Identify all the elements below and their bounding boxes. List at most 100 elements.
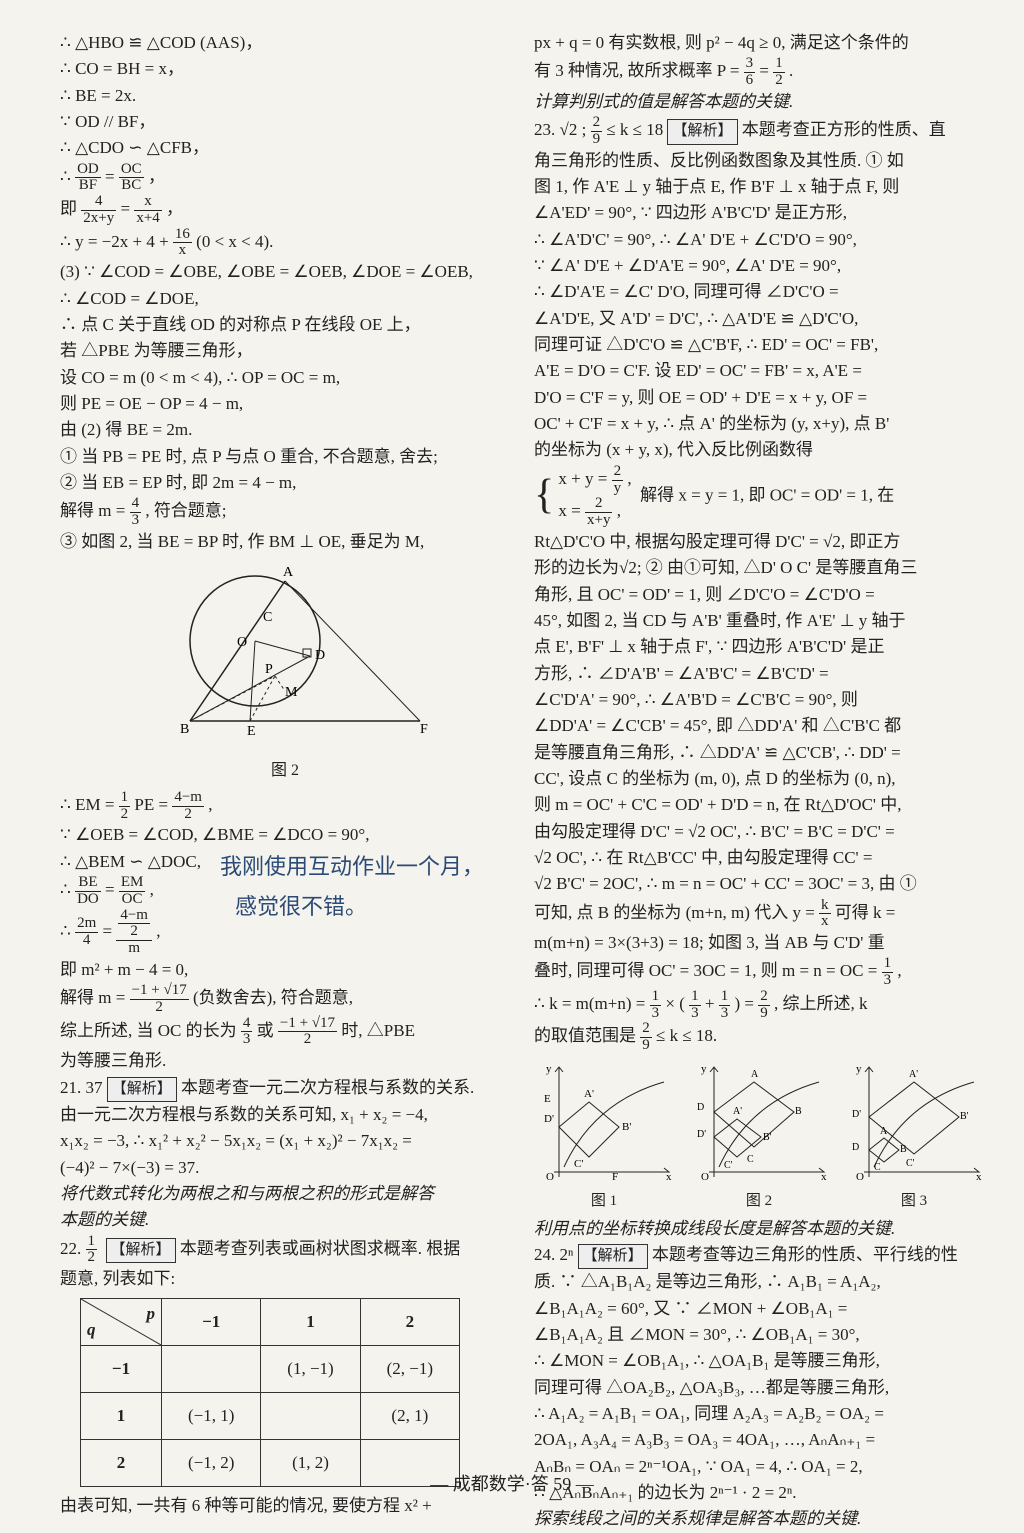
text-line: ∴ BE = 2x.	[60, 83, 510, 109]
suffix: .	[789, 62, 793, 81]
mini-svg: D'A' B'C' EF O xy	[534, 1062, 674, 1182]
fraction-line: ∴ ODBF = OCBC ，	[60, 162, 510, 195]
problem-23-head: 23. √2 ; 29 ≤ k ≤ 18 【解析】 本题考查正方形的性质、直	[534, 115, 984, 148]
fraction-line: 有 3 种情况, 故所求概率 P = 36 = 12 .	[534, 56, 984, 89]
figure-2-diagram: A C O D P M B E F	[135, 561, 435, 761]
table-row: 2 (−1, 2) (1, 2)	[81, 1440, 460, 1487]
table-header: 1	[261, 1299, 360, 1346]
svg-text:M: M	[285, 685, 298, 700]
suffix: ,	[150, 880, 154, 899]
mid: +	[705, 994, 715, 1013]
text-line: x₁x₂ = −3, ∴ x₁² + x₂² − 5x₁x₂ = (x₁ + x…	[60, 1128, 510, 1154]
fraction: 13	[650, 989, 662, 1022]
eq: =	[120, 199, 130, 218]
fraction: 29	[640, 1021, 652, 1054]
fraction-line: ∴ k = m(m+n) = 13 × ( 13 + 13 ) = 29 , 综…	[534, 989, 984, 1022]
mid: PE =	[134, 795, 168, 814]
prefix: 解得 m =	[60, 988, 125, 1007]
text-line: CC', 设点 C 的坐标为 (m, 0), 点 D 的坐标为 (0, n),	[534, 766, 984, 792]
fraction: 42x+y	[81, 194, 116, 227]
mini-caption: 图 2	[689, 1190, 829, 1213]
svg-text:A': A'	[733, 1106, 742, 1117]
probability-table: p q −1 1 2 −1 (1, −1) (2, −1) 1 (−1, 1) …	[80, 1298, 460, 1487]
fraction: 4−m2	[172, 790, 204, 823]
fraction: 12	[773, 56, 785, 89]
key-point-line: 计算判别式的值是解答本题的关键.	[534, 89, 984, 115]
eq: =	[105, 880, 115, 899]
svg-text:C: C	[747, 1154, 754, 1165]
table-cell: (−1, 2)	[162, 1440, 261, 1487]
table-cell: (1, −1)	[261, 1346, 360, 1393]
eq: =	[103, 921, 113, 940]
text-line: ② 当 EB = EP 时, 即 2m = 4 − m,	[60, 470, 510, 496]
key-point-line: 利用点的坐标转换成线段长度是解答本题的关键.	[534, 1216, 984, 1242]
suffix: ≤ k ≤ 18.	[656, 1027, 717, 1046]
system-body: x + y = 2y , x = 2x+y ,	[558, 464, 631, 529]
svg-text:D': D'	[697, 1129, 706, 1140]
svg-text:O: O	[546, 1171, 554, 1182]
suffix: (负数舍去), 符合题意,	[193, 988, 353, 1007]
range: ≤ k ≤ 18	[606, 120, 667, 139]
mini-figure-3: D'A' B'C' DA BC O xy 图 3	[844, 1062, 984, 1214]
fraction: −1 + √172	[130, 983, 189, 1016]
svg-text:A': A'	[584, 1088, 594, 1100]
fraction: 29	[591, 115, 603, 148]
fraction: ODBF	[75, 162, 101, 195]
text-line: 若 △PBE 为等腰三角形，	[60, 338, 510, 364]
prefix: ∴ EM =	[60, 795, 114, 814]
svg-text:E: E	[544, 1093, 551, 1105]
svg-text:D: D	[852, 1142, 859, 1153]
text-line: √2 B'C' = 2OC', ∴ m = n = OC' + CC' = 3O…	[534, 871, 984, 897]
text-line: ∴ ∠MON = ∠OB₁A₁, ∴ △OA₁B₁ 是等腰三角形,	[534, 1348, 984, 1374]
text-line: 由表可知, 一共有 6 种等可能的情况, 要使方程 x² +	[60, 1493, 510, 1519]
prefix: 叠时, 同理可得 OC' = 3OC = 1, 则 m = n = OC =	[534, 962, 877, 981]
svg-text:A: A	[283, 565, 294, 580]
key-point-line: 本题的关键.	[60, 1207, 510, 1233]
prefix: 的取值范围是	[534, 1027, 636, 1046]
text-line: 的坐标为 (x + y, x), 代入反比例函数得	[534, 437, 984, 463]
table-cell	[261, 1393, 360, 1440]
circle-triangle-svg: A C O D P M B E F	[135, 561, 435, 761]
svg-text:y: y	[856, 1063, 862, 1075]
suffix: 可得 k =	[835, 903, 896, 922]
svg-text:O: O	[237, 635, 247, 650]
svg-text:y: y	[701, 1063, 707, 1075]
eq: =	[759, 62, 769, 81]
svg-text:B: B	[795, 1106, 802, 1117]
fraction: 2x+y	[585, 496, 612, 529]
svg-text:C': C'	[724, 1160, 733, 1171]
suffix: , 符合题意;	[145, 501, 226, 520]
mini-caption: 图 3	[844, 1190, 984, 1213]
text-line: ∴ CO = BH = x，	[60, 56, 510, 82]
suffix: (0 < x < 4).	[196, 232, 273, 251]
prefix: ∴	[60, 167, 71, 186]
page: ∴ △HBO ≌ △COD (AAS)， ∴ CO = BH = x， ∴ BE…	[0, 0, 1024, 1470]
text-line: ∵ ∠OEB = ∠COD, ∠BME = ∠DCO = 90°,	[60, 822, 510, 848]
table-header: 2	[360, 1299, 459, 1346]
text-line: 方形, ∴ ∠D'A'B' = ∠A'B'C' = ∠B'C'D' =	[534, 661, 984, 687]
table-row: −1 (1, −1) (2, −1)	[81, 1346, 460, 1393]
text: 本题考查列表或画树状图求概率. 根据	[180, 1239, 461, 1258]
svg-text:B: B	[900, 1144, 907, 1155]
text-line: D'O = C'F = y, 则 OE = OD' + D'E = x + y,…	[534, 385, 984, 411]
svg-text:C': C'	[574, 1158, 583, 1170]
text-line: ③ 如图 2, 当 BE = BP 时, 作 BM ⊥ OE, 垂足为 M,	[60, 529, 510, 555]
text-line: ∵ OD // BF，	[60, 109, 510, 135]
mid: × (	[665, 994, 685, 1013]
text-line: ∵ ∠A' D'E + ∠D'A'E = 90°, ∠A' D'E = 90°,	[534, 253, 984, 279]
text-line: Rt△D'C'O 中, 根据勾股定理可得 D'C' = √2, 即正方	[534, 529, 984, 555]
text-line: 角三角形的性质、反比例函数图象及其性质. ① 如	[534, 148, 984, 174]
suffix: ,	[897, 962, 901, 981]
text-line: 即 m² + m − 4 = 0,	[60, 957, 510, 983]
key-point-line: 将代数式转化为两根之和与两根之积的形式是解答	[60, 1181, 510, 1207]
svg-text:B': B'	[960, 1111, 969, 1122]
fraction: 13	[719, 989, 731, 1022]
fraction-line: ∴ y = −2x + 4 + 16x (0 < x < 4).	[60, 227, 510, 260]
table-row: 1 (−1, 1) (2, 1)	[81, 1393, 460, 1440]
fraction: kx	[819, 898, 831, 931]
equation-system: { x + y = 2y , x = 2x+y , 解得 x = y = 1, …	[534, 464, 984, 529]
text-line: 设 CO = m (0 < m < 4), ∴ OP = OC = m,	[60, 365, 510, 391]
text-line: ∠B₁A₁A₂ 且 ∠MON = 30°, ∴ ∠OB₁A₁ = 30°,	[534, 1322, 984, 1348]
mini-figure-1: D'A' B'C' EF O xy 图 1	[534, 1062, 674, 1214]
row-header: −1	[81, 1346, 162, 1393]
